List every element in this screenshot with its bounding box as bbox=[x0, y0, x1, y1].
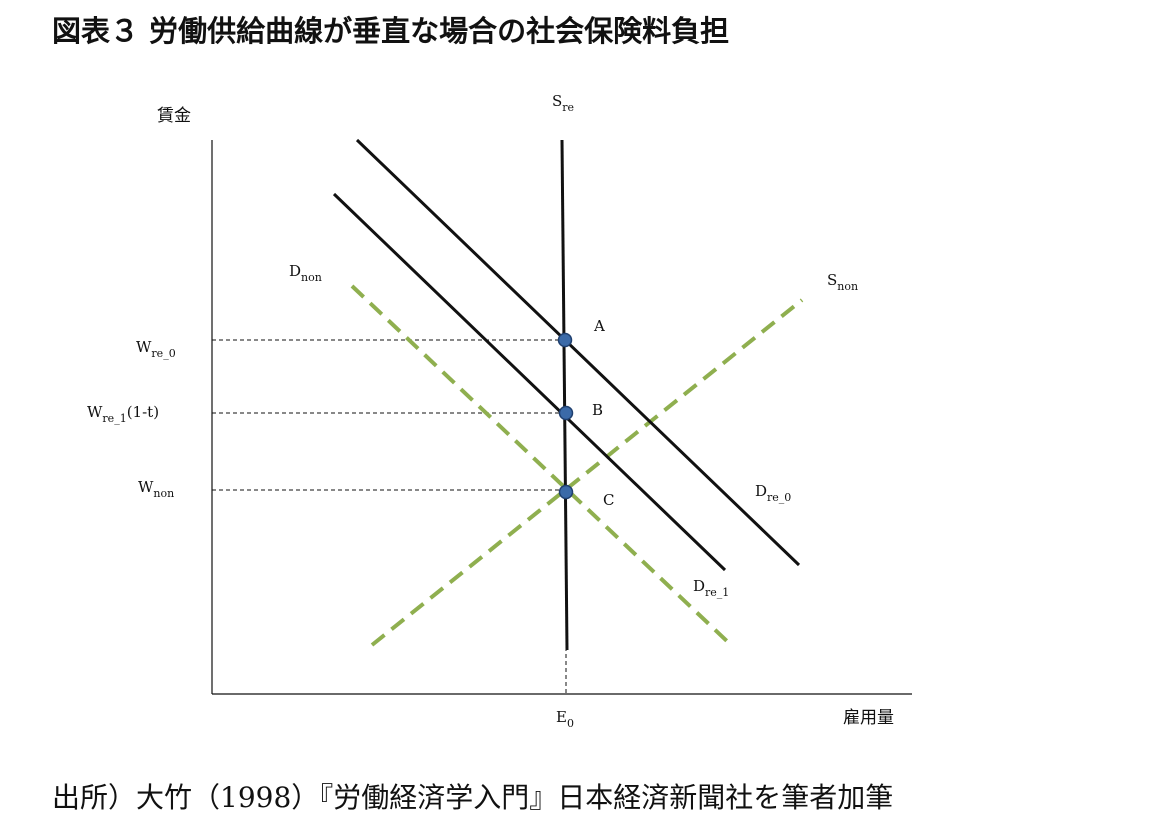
w-re-1-label: Wre_1(1-t) bbox=[87, 403, 159, 425]
d-re-0-curve bbox=[355, 138, 801, 567]
figure-title: 図表３ 労働供給曲線が垂直な場合の社会保険料負担 bbox=[52, 14, 730, 48]
point-c-label: C bbox=[603, 491, 614, 509]
d-non-label: Dnon bbox=[289, 262, 322, 284]
s-non-label: Snon bbox=[827, 271, 858, 293]
w-non-label: Wnon bbox=[138, 478, 174, 500]
s-non-curve bbox=[370, 298, 804, 647]
s-re-label: Sre bbox=[552, 92, 574, 114]
x-axis-label: 雇用量 bbox=[843, 708, 894, 728]
point-c bbox=[558, 484, 574, 500]
d-non-curve bbox=[350, 284, 732, 646]
source-note: 出所）大竹（1998）『労働経済学入門』日本経済新聞社を筆者加筆 bbox=[52, 781, 894, 814]
w-re-0-label: Wre_0 bbox=[136, 338, 176, 360]
y-axis-label: 賃金 bbox=[157, 106, 191, 126]
point-b bbox=[558, 405, 574, 421]
s-re-curve bbox=[560, 139, 569, 651]
d-re-1-label: Dre_1 bbox=[693, 577, 729, 599]
point-a-label: A bbox=[593, 317, 605, 335]
d-re-1-curve bbox=[332, 192, 727, 572]
point-a bbox=[557, 332, 573, 348]
point-b-label: B bbox=[592, 401, 603, 419]
e0-label: E0 bbox=[556, 708, 574, 730]
d-re-0-label: Dre_0 bbox=[755, 482, 791, 504]
